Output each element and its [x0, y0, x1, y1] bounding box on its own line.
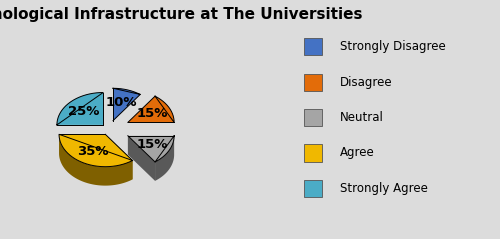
- Polygon shape: [155, 136, 174, 181]
- Text: 35%: 35%: [77, 145, 108, 158]
- FancyBboxPatch shape: [304, 109, 322, 126]
- Text: 15%: 15%: [137, 107, 168, 120]
- Polygon shape: [128, 136, 155, 181]
- Polygon shape: [128, 96, 174, 122]
- Text: 10%: 10%: [106, 96, 138, 109]
- FancyBboxPatch shape: [304, 144, 322, 162]
- Text: Disagree: Disagree: [340, 76, 392, 89]
- FancyBboxPatch shape: [304, 180, 322, 197]
- FancyBboxPatch shape: [304, 74, 322, 91]
- Text: 15%: 15%: [137, 138, 168, 151]
- Text: Agree: Agree: [340, 147, 375, 159]
- Polygon shape: [128, 136, 174, 162]
- Polygon shape: [57, 92, 103, 125]
- Polygon shape: [106, 134, 132, 179]
- Text: Technological Infrastructure at The Universities: Technological Infrastructure at The Univ…: [0, 7, 362, 22]
- Text: Strongly Disagree: Strongly Disagree: [340, 40, 446, 53]
- FancyBboxPatch shape: [304, 38, 322, 55]
- Text: 25%: 25%: [68, 105, 99, 118]
- Polygon shape: [59, 134, 132, 186]
- Text: Strongly Agree: Strongly Agree: [340, 182, 428, 195]
- Polygon shape: [113, 88, 140, 121]
- Text: Neutral: Neutral: [340, 111, 384, 124]
- Polygon shape: [59, 134, 132, 167]
